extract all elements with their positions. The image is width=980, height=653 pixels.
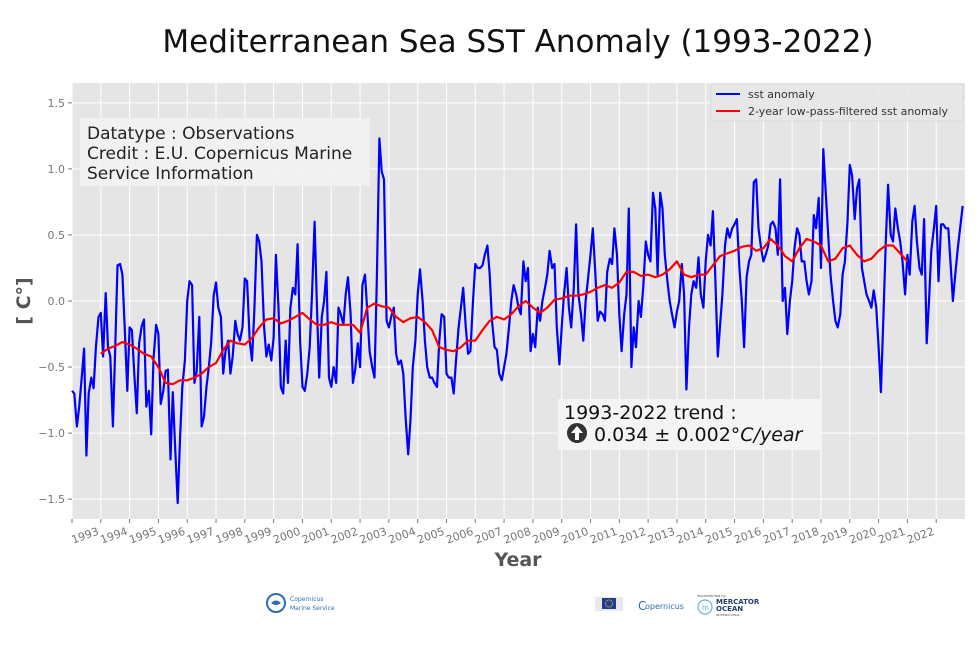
x-tick-label: 2013 — [646, 525, 677, 547]
x-tick-label: 2002 — [329, 525, 360, 547]
x-axis-ticks: 1993199419951996199719981999200020012002… — [70, 519, 937, 547]
y-axis-label: [ C°] — [13, 277, 35, 324]
mercator-ocean-logo: implemented by m MERCATOR OCEAN INTERNAT… — [697, 594, 760, 617]
x-tick-label: 1996 — [156, 525, 187, 547]
x-tick-label: 2005 — [416, 525, 447, 547]
chart-title: Mediterranean Sea SST Anomaly (1993-2022… — [162, 24, 873, 60]
copernicus-logo: C opernicus — [638, 599, 684, 613]
x-tick-label: 1995 — [127, 525, 158, 547]
copernicus-c: C — [638, 599, 646, 613]
implemented-by-text: implemented by — [697, 594, 726, 598]
x-tick-label: 2011 — [588, 525, 619, 547]
trend-value-unit: C/year — [740, 424, 803, 446]
y-tick-label: 0.5 — [48, 229, 66, 242]
european-commission-logo — [595, 597, 623, 611]
y-tick-label: −1.0 — [38, 427, 65, 440]
x-tick-label: 2016 — [732, 525, 763, 547]
cmems-text-2: Marine Service — [290, 605, 335, 612]
trend-value-number: 0.034 ± 0.002° — [594, 424, 740, 446]
info-credit: Credit : E.U. Copernicus Marine — [87, 144, 352, 164]
x-tick-label: 2019 — [819, 525, 850, 547]
filtered-sst-anomaly-line — [100, 237, 909, 386]
x-tick-label: 1999 — [243, 525, 274, 547]
x-tick-label: 2008 — [502, 525, 533, 547]
legend: sst anomaly 2-year low-pass-filtered sst… — [710, 83, 964, 122]
x-axis-label: Year — [493, 549, 542, 571]
mercator-text-3: INTERNATIONAL — [716, 613, 740, 617]
x-tick-label: 1997 — [185, 525, 216, 547]
x-tick-label: 2017 — [761, 525, 792, 547]
x-tick-label: 1993 — [70, 525, 101, 547]
y-tick-label: 0.0 — [48, 295, 66, 308]
x-tick-label: 2022 — [905, 525, 936, 547]
copernicus-marine-logo: Copernicus Marine Service — [266, 593, 335, 613]
trend-label: 1993-2022 trend : — [564, 402, 737, 424]
legend-label-filtered: 2-year low-pass-filtered sst anomaly — [748, 105, 949, 118]
x-tick-label: 2014 — [675, 525, 706, 547]
info-box-bg — [80, 118, 370, 186]
mercator-text-2: OCEAN — [716, 605, 743, 613]
x-tick-label: 2010 — [560, 525, 591, 547]
info-box: Datatype : Observations Credit : E.U. Co… — [80, 118, 370, 186]
y-axis-ticks: 1.5 1.0 0.5 0.0 −0.5 −1.0 −1.5 — [38, 97, 72, 506]
y-tick-label: −0.5 — [38, 361, 65, 374]
y-tick-label: 1.5 — [48, 97, 66, 110]
x-tick-label: 2000 — [271, 525, 302, 547]
copernicus-text: opernicus — [645, 602, 684, 611]
x-tick-label: 2018 — [790, 525, 821, 547]
x-tick-label: 2006 — [444, 525, 475, 547]
mercator-text-1: MERCATOR — [716, 598, 760, 606]
x-tick-label: 1994 — [99, 525, 130, 547]
x-tick-label: 1998 — [214, 525, 245, 547]
x-tick-label: 2015 — [704, 525, 735, 547]
svg-text:m: m — [702, 604, 709, 612]
info-service: Service Information — [87, 164, 254, 184]
trend-box-bg — [558, 399, 820, 450]
y-tick-label: 1.0 — [48, 163, 66, 176]
x-tick-label: 2003 — [358, 525, 389, 547]
x-tick-label: 2004 — [387, 525, 418, 547]
cmems-text-1: Copernicus — [290, 596, 323, 603]
arrow-up-circle-icon — [567, 423, 587, 443]
series-layer — [71, 137, 964, 505]
x-tick-label: 2021 — [876, 525, 907, 547]
x-tick-label: 2020 — [848, 525, 879, 547]
y-tick-label: −1.5 — [38, 493, 65, 506]
trend-value: 0.034 ± 0.002°C/year — [594, 424, 804, 446]
trend-box: 1993-2022 trend : 0.034 ± 0.002°C/year — [558, 399, 820, 450]
sst-anomaly-line — [71, 137, 964, 505]
x-tick-label: 2001 — [300, 525, 331, 547]
x-tick-label: 2012 — [617, 525, 648, 547]
x-tick-label: 2009 — [531, 525, 562, 547]
info-datatype: Datatype : Observations — [87, 124, 295, 144]
legend-bg — [710, 83, 964, 122]
legend-label-sst: sst anomaly — [748, 88, 815, 101]
x-tick-label: 2007 — [473, 525, 504, 547]
